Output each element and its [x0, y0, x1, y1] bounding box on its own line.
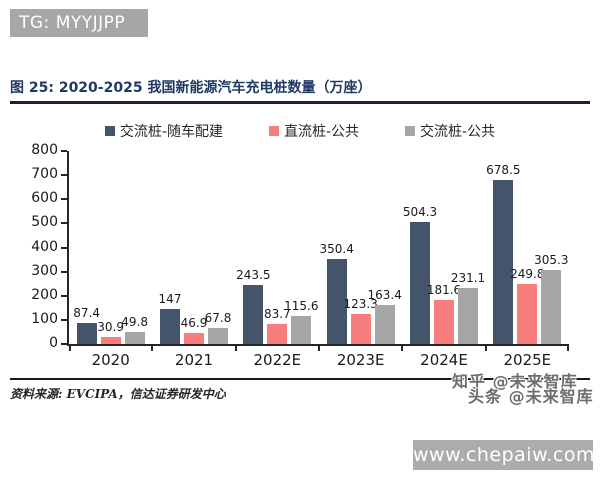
bar-value-label: 181.6	[426, 283, 462, 297]
bar	[410, 222, 430, 344]
bar	[100, 337, 121, 344]
watermark-site-url: www.chepaiw.com	[413, 440, 595, 470]
x-axis-tick	[484, 346, 487, 351]
y-axis-tick-label: 500	[31, 214, 58, 231]
x-axis-tick-label: 2021	[174, 351, 214, 369]
bar-value-label: 147	[158, 292, 182, 306]
bar-value-label: 163.4	[367, 288, 402, 302]
y-axis-tick-label: 700	[31, 166, 58, 183]
legend-label: 交流桩-公共	[420, 124, 496, 140]
y-axis-tick-label: 400	[31, 238, 58, 255]
bar-value-label: 678.5	[486, 163, 521, 177]
bar-value-label: 46.9	[180, 316, 208, 330]
bar	[350, 314, 371, 344]
x-axis-tick	[69, 346, 71, 351]
y-axis-tick	[61, 294, 67, 297]
legend-item-dc-public: 直流桩-公共	[268, 121, 360, 141]
y-axis-tick-label: 200	[31, 286, 58, 303]
y-axis-tick	[61, 270, 67, 273]
figure-title: 图 25: 2020-2025 我国新能源汽车充电桩数量（万座）	[10, 80, 590, 104]
x-axis-tick-label: 2024E	[420, 351, 468, 369]
legend-swatch-red	[268, 126, 279, 136]
y-axis-tick	[61, 222, 67, 225]
bar-value-label: 305.3	[534, 253, 569, 267]
bar-value-label: 67.8	[204, 311, 232, 325]
legend-swatch-navy	[104, 126, 115, 136]
x-axis-tick	[567, 346, 569, 351]
watermark-toutiao: 头条 @未来智库	[468, 387, 594, 406]
y-axis-tick	[61, 150, 67, 152]
bar	[243, 285, 264, 344]
x-axis-tick-label: 2025E	[503, 351, 552, 369]
bar-value-label: 350.4	[319, 242, 354, 256]
bar	[208, 328, 228, 344]
bar	[184, 333, 204, 344]
bar-value-label: 504.3	[402, 205, 438, 219]
x-axis-tick	[234, 346, 237, 351]
watermark-zhihu: 知乎 @未来智库	[452, 372, 578, 391]
bar-value-label: 123.3	[343, 297, 378, 311]
bar	[493, 180, 514, 344]
bar	[458, 288, 478, 344]
bar	[124, 332, 145, 344]
legend-label: 直流桩-公共	[283, 124, 360, 140]
bar	[541, 270, 562, 344]
bar	[374, 305, 395, 344]
x-axis-tick	[151, 346, 154, 351]
x-axis-tick-label: 2023E	[336, 351, 385, 369]
bar-chart-plot-area: 87.4 30.9 49.8 2020 147 46.9 67.8 2021 243.5 83.7…	[67, 151, 569, 369]
y-axis-tick	[61, 246, 67, 249]
bar-value-label: 243.5	[236, 268, 271, 282]
y-axis-tick	[61, 198, 67, 201]
y-axis-tick-label: 800	[31, 142, 58, 158]
bar	[326, 259, 347, 344]
source-note: 资料来源: EVCIPA，信达证券研发中心	[10, 387, 226, 401]
bar-value-label: 231.1	[450, 271, 486, 285]
x-axis-tick-label: 2020	[91, 351, 130, 369]
legend-item-ac-with-car: 交流桩-随车配建	[104, 121, 223, 141]
chart-legend: 交流桩-随车配建 直流桩-公共 交流桩-公共	[0, 122, 600, 140]
x-axis-tick-label: 2022E	[253, 351, 302, 369]
bar	[76, 323, 97, 344]
bar	[434, 300, 454, 344]
tg-watermark-banner: TG: MYYJJPP	[10, 9, 148, 37]
bar-value-label: 30.9	[97, 320, 125, 334]
figure-bottom-rule	[10, 378, 590, 380]
bar	[160, 309, 180, 344]
bar-value-label: 87.4	[73, 306, 101, 320]
y-axis-tick-label: 100	[31, 310, 58, 327]
bar	[291, 316, 312, 344]
legend-label: 交流桩-随车配建	[119, 124, 223, 140]
y-axis-tick-label: 0	[49, 335, 58, 351]
y-axis-tick	[61, 318, 67, 321]
bar-value-label: 115.6	[284, 299, 319, 313]
y-axis-tick	[61, 174, 67, 177]
x-axis-tick	[318, 346, 320, 351]
y-axis-tick	[61, 343, 67, 345]
legend-item-ac-public: 交流桩-公共	[405, 121, 495, 141]
bar	[267, 324, 288, 344]
y-axis-tick-label: 300	[31, 262, 58, 279]
bar-value-label: 249.8	[510, 267, 545, 281]
x-axis-tick	[401, 346, 404, 351]
y-axis-tick-label: 600	[31, 190, 58, 207]
legend-swatch-gray	[405, 126, 416, 136]
bar	[517, 284, 538, 344]
bar-value-label: 83.7	[263, 307, 291, 321]
bar-value-label: 49.8	[121, 315, 149, 329]
